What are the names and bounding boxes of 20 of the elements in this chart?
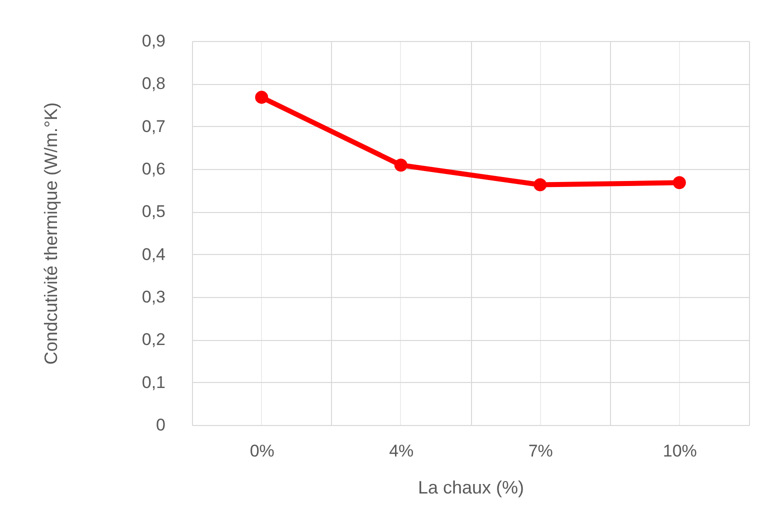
y-axis-title: Condcutivité thermique (W/m.°K)	[40, 102, 61, 365]
y-tick-label: 0,3	[142, 288, 166, 306]
x-axis-title: La chaux (%)	[418, 478, 524, 498]
x-tick-label: 4%	[389, 442, 414, 460]
y-tick-label: 0,7	[142, 116, 166, 136]
y-tick-label: 0,9	[142, 32, 166, 50]
point	[255, 90, 268, 104]
y-tick-label: 0	[156, 416, 166, 434]
y-tick-label: 0,6	[142, 160, 166, 178]
point	[394, 158, 408, 172]
y-tick-label: 0,5	[142, 202, 166, 222]
x-tick-label: 7%	[528, 442, 553, 460]
y-tick-label: 0,1	[142, 372, 166, 392]
x-tick-label: 0%	[250, 442, 274, 460]
point	[672, 176, 686, 190]
x-tick-label: 10%	[662, 442, 697, 460]
y-tick-label: 0,8	[142, 74, 166, 94]
y-tick-label: 0,4	[142, 244, 166, 264]
point	[534, 178, 547, 192]
y-tick-label: 0,2	[142, 330, 166, 350]
